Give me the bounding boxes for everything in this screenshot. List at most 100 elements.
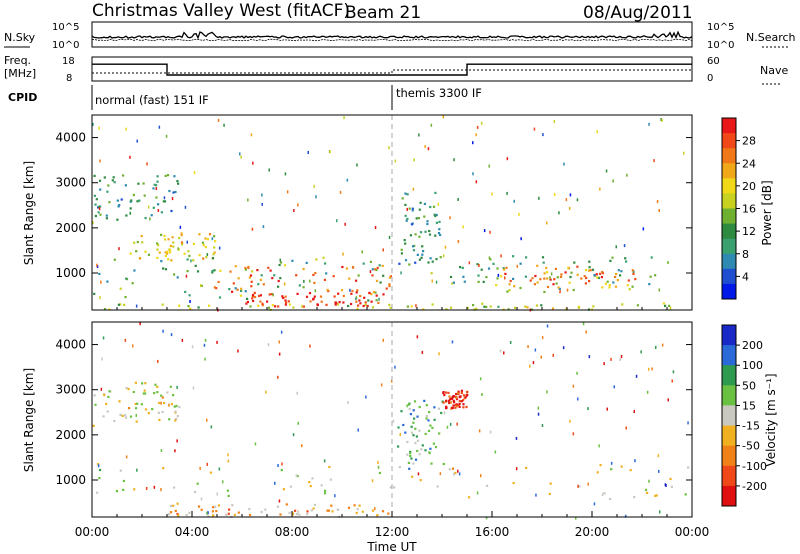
- sparse-cell: [394, 159, 397, 163]
- sparse-cell: [277, 375, 279, 379]
- range-cell: [342, 301, 345, 304]
- range-cell: [248, 508, 251, 511]
- range-cell: [153, 392, 156, 395]
- range-cell: [129, 252, 132, 255]
- range-cell: [371, 306, 375, 309]
- sparse-cell: [204, 338, 207, 342]
- sparse-cell: [200, 284, 202, 288]
- range-cell: [460, 400, 463, 403]
- range-cell: [397, 445, 400, 448]
- range-cell: [519, 262, 522, 265]
- nsearch-tick-bottom: 10^0: [707, 40, 734, 51]
- velocity-xlabel: Time UT: [366, 540, 417, 554]
- range-cell: [606, 280, 609, 283]
- range-cell: [451, 467, 455, 470]
- range-cell: [338, 301, 341, 304]
- range-cell: [654, 274, 657, 277]
- range-cell: [631, 285, 634, 288]
- range-cell: [512, 255, 515, 258]
- range-cell: [205, 256, 208, 259]
- range-cell: [625, 260, 628, 263]
- range-cell: [412, 421, 415, 424]
- range-cell: [644, 488, 648, 491]
- range-cell: [428, 411, 431, 414]
- sparse-cell: [431, 279, 433, 283]
- range-cell: [455, 398, 459, 401]
- sparse-cell: [553, 120, 556, 123]
- range-cell: [497, 305, 500, 308]
- range-cell: [687, 466, 690, 469]
- range-cell: [280, 469, 283, 472]
- range-cell: [438, 228, 441, 231]
- sparse-cell: [342, 252, 344, 256]
- range-cell: [552, 283, 555, 286]
- sparse-cell: [596, 130, 598, 134]
- sparse-cell: [176, 385, 178, 389]
- sparse-cell: [532, 361, 535, 365]
- range-cell: [620, 270, 623, 273]
- sparse-cell: [374, 226, 377, 229]
- range-cell: [448, 468, 451, 471]
- range-cell: [355, 300, 358, 303]
- sparse-cell: [100, 387, 103, 391]
- range-cell: [655, 494, 658, 497]
- range-cell: [254, 295, 257, 299]
- sparse-cell: [186, 240, 188, 244]
- range-cell: [475, 307, 478, 310]
- range-cell: [382, 293, 385, 296]
- range-cell: [378, 471, 381, 475]
- range-cell: [407, 461, 410, 464]
- range-cell: [608, 284, 611, 287]
- range-cell: [461, 266, 464, 269]
- sparse-cell: [456, 422, 458, 426]
- sparse-cell: [623, 244, 626, 248]
- colorbar-swatch: [722, 268, 736, 285]
- range-cell: [313, 281, 316, 284]
- range-cell: [196, 270, 200, 273]
- range-cell: [361, 510, 364, 513]
- range-cell: [249, 305, 252, 308]
- range-cell: [332, 275, 335, 278]
- sparse-cell: [313, 184, 315, 188]
- range-cell: [143, 389, 146, 392]
- range-cell: [400, 252, 403, 255]
- colorbar-swatch: [722, 178, 736, 194]
- range-cell: [583, 275, 586, 278]
- sparse-cell: [413, 158, 415, 162]
- sparse-cell: [458, 472, 461, 476]
- range-cell: [118, 204, 121, 207]
- range-cell: [134, 402, 137, 406]
- sparse-cell: [216, 492, 218, 496]
- range-cell: [445, 399, 448, 402]
- sparse-cell: [655, 345, 657, 349]
- range-cell: [288, 511, 291, 514]
- power-panel: 1000 2000 3000 4000 Slant Range [km] 4 8 12 16…: [22, 114, 774, 312]
- range-cell: [103, 176, 106, 179]
- sparse-cell: [147, 205, 150, 209]
- sparse-cell: [309, 279, 311, 283]
- sparse-cell: [648, 122, 650, 126]
- range-cell: [284, 299, 287, 302]
- x-tick-label: 20:00: [575, 525, 610, 539]
- sparse-cell: [535, 493, 537, 497]
- range-cell: [174, 410, 177, 413]
- range-cell: [418, 235, 421, 238]
- sparse-cell: [406, 207, 408, 211]
- range-cell: [207, 515, 210, 518]
- range-cell: [200, 284, 203, 287]
- range-cell: [408, 263, 411, 266]
- range-cell: [107, 184, 110, 187]
- sparse-cell: [129, 211, 131, 215]
- date-label: 08/Aug/2011: [583, 3, 693, 23]
- colorbar-tick-label: 15: [742, 399, 756, 412]
- range-cell: [169, 251, 172, 254]
- range-cell: [545, 266, 548, 270]
- range-cell: [142, 182, 145, 185]
- sparse-cell: [513, 199, 515, 203]
- range-cell: [157, 411, 160, 414]
- range-cell: [615, 272, 618, 276]
- range-cell: [421, 444, 424, 447]
- sparse-cell: [286, 190, 289, 194]
- sparse-cell: [453, 472, 455, 476]
- range-cell: [404, 431, 407, 434]
